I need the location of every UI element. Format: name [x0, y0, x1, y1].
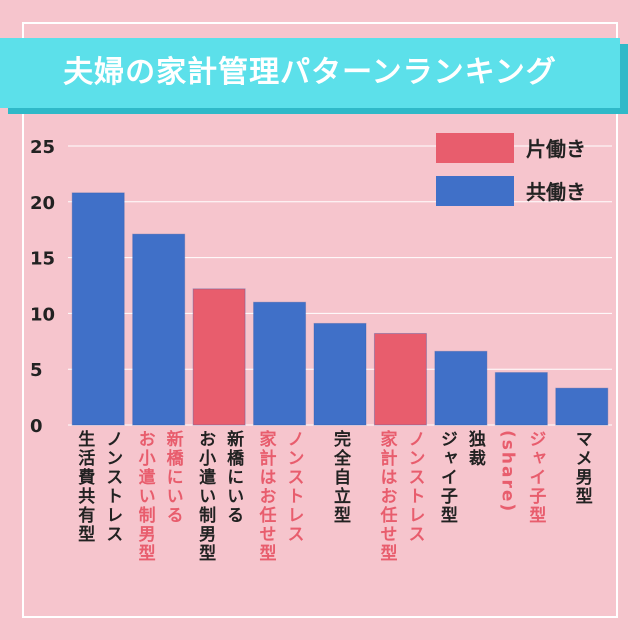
frame-border — [22, 22, 618, 618]
y-tick-label: 10 — [30, 304, 55, 325]
y-tick-label: 15 — [30, 249, 55, 270]
x-tick-label: 新橋にいる お小遣い制男型 — [191, 430, 247, 620]
bar — [253, 301, 307, 426]
legend-swatch — [436, 133, 514, 163]
bar — [192, 288, 246, 426]
y-tick-label: 5 — [30, 360, 43, 381]
x-tick-label: ノンストレス 家計はお任せ型 — [372, 430, 428, 620]
x-tick-label: 独裁 ジャイ子型 — [433, 430, 489, 620]
x-tick-label: ジャイ子型 (share) — [493, 430, 549, 620]
y-tick-label: 20 — [30, 193, 55, 214]
chart-title: 夫婦の家計管理パターンランキング — [63, 55, 557, 90]
x-tick-label: 新橋にいる お小遣い制男型 — [131, 430, 187, 620]
x-tick-label-line: 家計はお任せ型 — [255, 430, 276, 563]
x-tick-label-line: マメ男型 — [571, 430, 592, 506]
x-tick-label-line: 完全自立型 — [330, 430, 350, 525]
legend-label: 共働き — [526, 180, 586, 204]
x-tick-label-line: ノンストレス — [404, 430, 425, 544]
bar — [434, 350, 488, 426]
x-tick-label-line: 新橋にいる — [223, 430, 244, 525]
bars — [71, 192, 609, 426]
bar — [494, 372, 548, 426]
legend-swatch — [436, 176, 514, 206]
bar — [313, 322, 367, 426]
x-tick-label-line: (share) — [497, 430, 518, 514]
legend-label: 片働き — [526, 137, 586, 161]
bar — [71, 192, 125, 426]
y-tick-label: 25 — [30, 137, 55, 158]
y-axis: 0 5 10 15 20 25 — [30, 137, 55, 437]
x-tick-label-line: 新橋にいる — [162, 430, 183, 525]
bar — [132, 233, 186, 426]
x-tick-label-line: お小遣い制男型 — [195, 430, 216, 563]
bar — [373, 332, 427, 426]
x-tick-label-line: 独裁 — [464, 430, 485, 468]
x-tick-label-line: 家計はお任せ型 — [376, 430, 397, 563]
x-tick-label-line: お小遣い制男型 — [134, 430, 155, 563]
x-tick-label: マメ男型 — [554, 430, 610, 620]
x-tick-label-line: ジャイ子型 — [525, 430, 546, 525]
x-tick-label: 完全自立型 — [312, 430, 368, 620]
x-tick-label-line: 生活費共有型 — [74, 430, 95, 544]
x-tick-label: ノンストレス 家計はお任せ型 — [252, 430, 308, 620]
x-tick-label-line: ノンストレス — [283, 430, 304, 544]
title-banner — [0, 38, 620, 108]
x-tick-label-line: ノンストレス — [102, 430, 123, 544]
bar — [555, 387, 609, 426]
y-tick-label: 0 — [30, 416, 43, 437]
x-tick-label-line: ジャイ子型 — [436, 430, 457, 525]
x-tick-label: ノンストレス 生活費共有型 — [70, 430, 126, 620]
